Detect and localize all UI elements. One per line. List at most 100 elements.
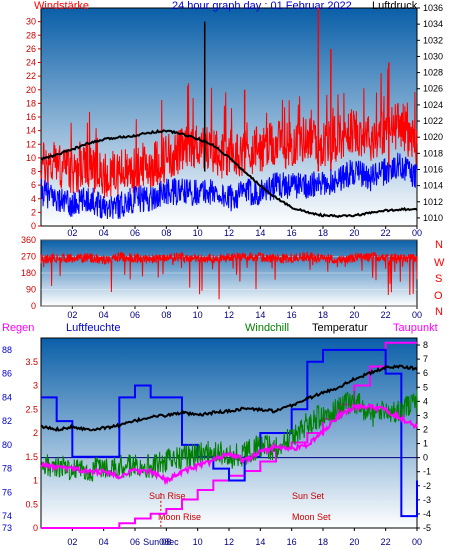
x-tick-label: 14: [255, 310, 265, 320]
x-tick-label: 08: [161, 228, 171, 238]
x-tick-label: 04: [99, 228, 109, 238]
temp-tick-label: 2: [423, 424, 428, 434]
temp-tick-label: -1: [423, 467, 431, 477]
temp-tick-label: 0: [423, 453, 428, 463]
temp-tick-label: -2: [423, 481, 431, 491]
regen-tick-label: 3: [33, 381, 38, 391]
temp-tick-label: -3: [423, 495, 431, 505]
x-tick-label: 00: [412, 228, 422, 238]
x-tick-label: 20: [349, 537, 359, 547]
right-tick-label: 1026: [423, 84, 443, 94]
regen-tick-label: 3.5: [25, 357, 38, 367]
x-tick-label: 18: [318, 228, 328, 238]
wind-direction-line: [40, 251, 418, 300]
regen-tick-label: 1.5: [25, 452, 38, 462]
right-tick-label: 1036: [423, 3, 443, 13]
left-tick-label: 26: [26, 44, 36, 54]
x-tick-label: 14: [255, 537, 265, 547]
windchill-label: Windchill: [245, 322, 289, 334]
luftfeuchte-line: [41, 348, 418, 518]
humidity-tick-label: 88: [2, 345, 12, 355]
x-tick-label: 12: [224, 228, 234, 238]
x-tick-label: 10: [193, 228, 203, 238]
sunrise-tick-label: Sun08ec: [143, 537, 179, 547]
luftdruck-label: Luftdruck: [372, 0, 418, 12]
left-tick-label: 4: [31, 194, 36, 204]
x-tick-label: 16: [287, 310, 297, 320]
humidity-tick-label: 74: [2, 511, 12, 521]
x-tick-label: 22: [381, 537, 391, 547]
temp-tick-label: 4: [423, 396, 428, 406]
temp-tick-label: 3: [423, 410, 428, 420]
x-tick-label: 00: [412, 537, 422, 547]
x-tick-label: 04: [99, 537, 109, 547]
x-tick-label: 20: [349, 310, 359, 320]
luftfeuchte-label: Luftfeuchte: [66, 322, 120, 334]
left-tick-label: 22: [26, 71, 36, 81]
x-tick-label: 02: [67, 537, 77, 547]
temp-tick-label: -4: [423, 509, 431, 519]
regen-tick-label: 2.5: [25, 404, 38, 414]
regen-label: Regen: [2, 322, 34, 334]
x-tick-label: 06: [130, 310, 140, 320]
direction-tick-label: 0: [31, 301, 36, 311]
x-tick-label: 02: [67, 310, 77, 320]
x-tick-label: 08: [161, 310, 171, 320]
regen-tick-label: 2: [33, 428, 38, 438]
right-tick-label: 1016: [423, 164, 443, 174]
x-tick-label: 10: [193, 310, 203, 320]
wind-gust-line: [40, 68, 418, 199]
left-tick-label: 2: [31, 207, 36, 217]
x-tick-label: 16: [287, 537, 297, 547]
left-tick-label: 0: [31, 221, 36, 231]
wind-direction-panel: [40, 239, 418, 307]
left-tick-label: 14: [26, 126, 36, 136]
right-tick-label: 1014: [423, 181, 443, 191]
temp-tick-label: 6: [423, 368, 428, 378]
temperature-humidity-panel: [40, 337, 418, 529]
x-tick-label: 20: [349, 228, 359, 238]
left-tick-label: 16: [26, 112, 36, 122]
series-layer: [40, 8, 418, 529]
left-tick-label: 24: [26, 58, 36, 68]
x-tick-label: 22: [381, 310, 391, 320]
regen-tick-label: 0.5: [25, 499, 38, 509]
windstaerke-label: Windstärke: [34, 0, 89, 12]
temp-tick-label: -5: [423, 523, 431, 533]
direction-tick-label: 180: [21, 268, 36, 278]
left-tick-label: 12: [26, 139, 36, 149]
regen-tick-label: 0: [33, 523, 38, 533]
x-tick-label: 06: [130, 228, 140, 238]
direction-tick-label: 360: [21, 235, 36, 245]
left-tick-label: 20: [26, 85, 36, 95]
windchill-line: [40, 389, 418, 482]
right-tick-label: 1018: [423, 148, 443, 158]
right-tick-label: 1022: [423, 116, 443, 126]
regen-tick-label: 1: [33, 476, 38, 486]
left-tick-label: 28: [26, 30, 36, 40]
x-tick-label: 18: [318, 310, 328, 320]
moon-set-label: Moon Set: [292, 512, 331, 522]
left-tick-label: 6: [31, 180, 36, 190]
compass-s: S: [435, 273, 442, 285]
x-tick-label: 06: [130, 537, 140, 547]
moon-rise-label: Moon Rise: [158, 512, 201, 522]
x-tick-label: 02: [67, 228, 77, 238]
humidity-tick-label: 84: [2, 392, 12, 402]
compass-n-top: N: [435, 239, 443, 251]
compass-o: O: [434, 290, 443, 302]
right-tick-label: 1028: [423, 68, 443, 78]
temp-tick-label: 7: [423, 354, 428, 364]
x-tick-label: 18: [318, 537, 328, 547]
direction-tick-label: 90: [26, 285, 36, 295]
left-tick-label: 8: [31, 167, 36, 177]
compass-n-bottom: N: [435, 306, 443, 318]
taupunkt-line: [40, 403, 418, 486]
temp-tick-label: 5: [423, 382, 428, 392]
humidity-tick-label: 73: [2, 523, 12, 533]
humidity-tick-label: 86: [2, 369, 12, 379]
pressure-line: [40, 128, 418, 219]
humidity-tick-label: 76: [2, 487, 12, 497]
